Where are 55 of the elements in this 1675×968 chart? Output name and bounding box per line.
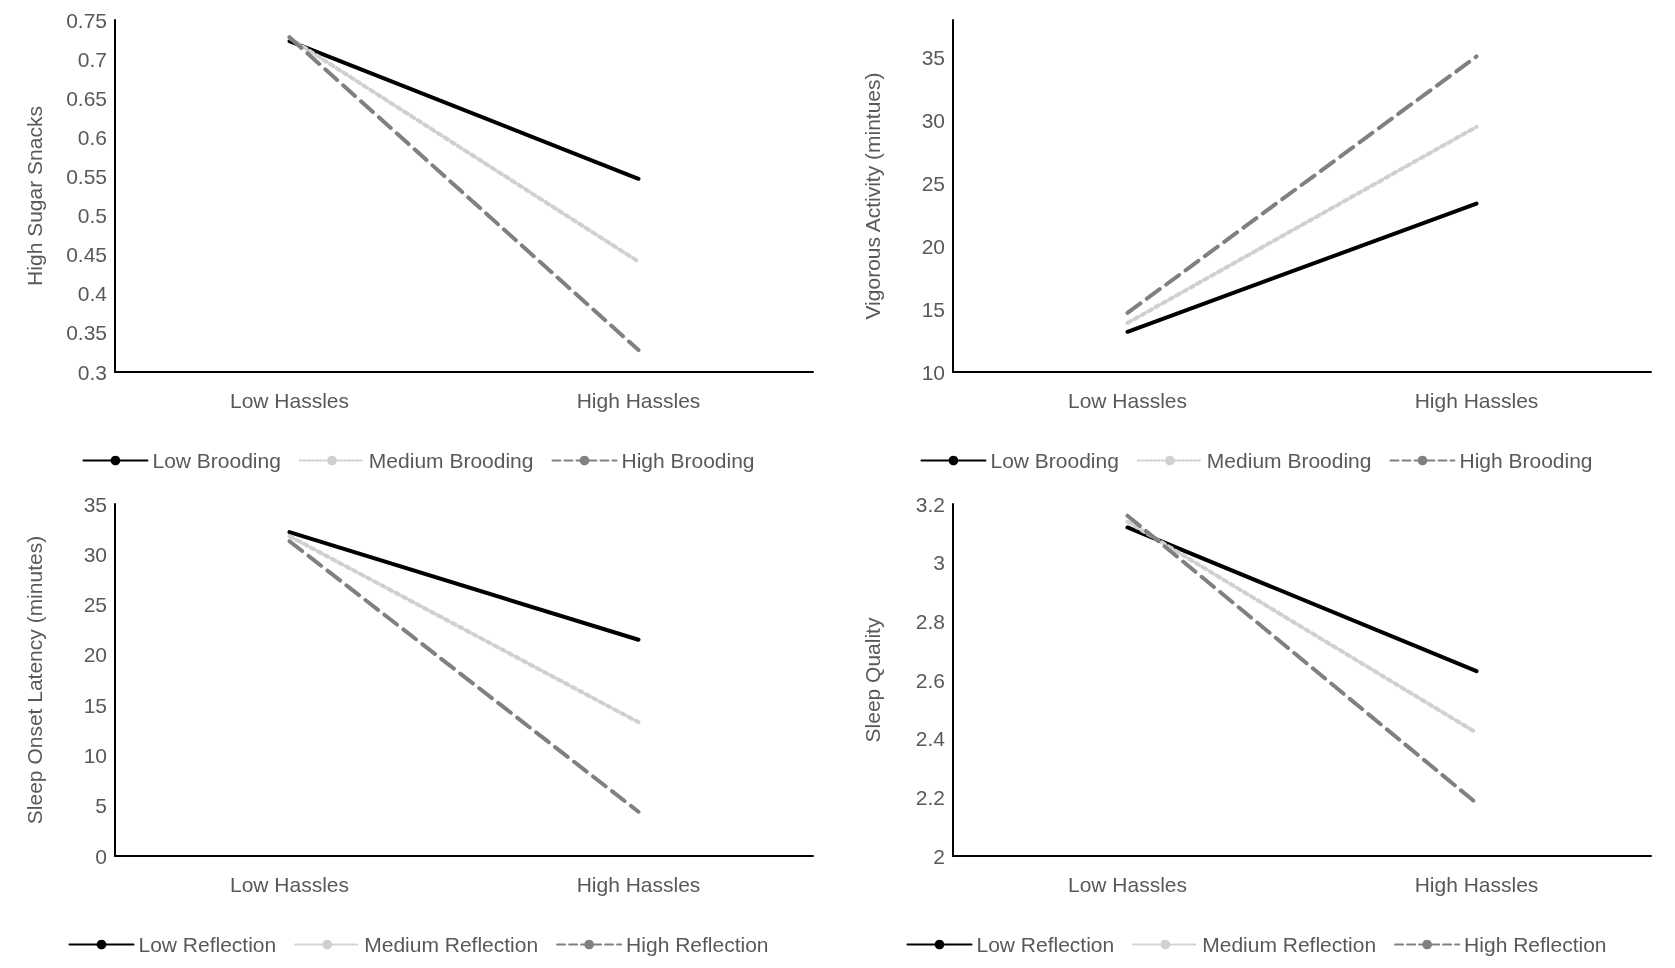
legend-label: High Brooding (621, 449, 755, 472)
legend-label: Medium Reflection (1202, 933, 1377, 956)
y-tick-label: 10 (83, 743, 107, 767)
y-tick-label: 0.6 (77, 125, 107, 149)
y-axis-title: Sleep Onset Latency (minutes) (23, 535, 46, 825)
y-tick-label: 2.8 (915, 609, 945, 633)
y-tick-label: 25 (83, 593, 107, 617)
x-tick-label: Low Hassles (1067, 873, 1188, 896)
y-tick-label: 3.2 (915, 492, 945, 516)
x-tick-label: High Hassles (1414, 389, 1539, 412)
x-tick-label: High Hassles (576, 389, 701, 412)
y-tick-label: 2.6 (915, 668, 945, 692)
y-tick-label: 2.4 (915, 727, 946, 751)
legend-label: Medium Brooding (1206, 449, 1372, 472)
x-tick-label: Low Hassles (1067, 389, 1188, 412)
y-tick-label: 2 (933, 844, 945, 868)
y-tick-label: 0.35 (66, 321, 107, 345)
legend-label: Low Brooding (990, 449, 1119, 472)
y-tick-label: 3 (933, 551, 945, 575)
y-tick-label: 0.4 (77, 282, 108, 306)
legend-label: High Brooding (1459, 449, 1593, 472)
y-tick-label: 15 (83, 693, 107, 717)
y-tick-label: 20 (921, 234, 945, 258)
y-tick-label: 0.55 (66, 164, 107, 188)
y-tick-label: 0.3 (77, 360, 107, 384)
y-tick-label: 0.75 (66, 8, 107, 32)
y-axis-title: High Sugar Snacks (23, 106, 46, 286)
y-tick-label: 5 (95, 794, 107, 818)
x-tick-label: High Hassles (576, 873, 701, 896)
y-tick-label: 25 (921, 171, 945, 195)
y-axis-title: Sleep Quality (861, 617, 884, 743)
legend-label: High Reflection (626, 933, 769, 956)
y-tick-label: 2.2 (915, 785, 945, 809)
legend-label: Low Reflection (976, 933, 1115, 956)
y-tick-label: 0.5 (77, 204, 107, 228)
y-axis-title: Vigorous Activity (mintues) (861, 72, 884, 320)
legend-label: Medium Brooding (368, 449, 534, 472)
x-tick-label: High Hassles (1414, 873, 1539, 896)
y-tick-label: 30 (921, 109, 945, 133)
y-tick-label: 0 (95, 844, 107, 868)
x-tick-label: Low Hassles (229, 389, 350, 412)
y-tick-label: 0.45 (66, 243, 107, 267)
legend-label: Low Reflection (138, 933, 277, 956)
legend-label: Medium Reflection (364, 933, 539, 956)
y-tick-label: 10 (921, 360, 945, 384)
x-tick-label: Low Hassles (229, 873, 350, 896)
y-tick-label: 35 (921, 46, 945, 70)
y-tick-label: 0.65 (66, 86, 107, 110)
y-tick-label: 30 (83, 542, 107, 566)
y-tick-label: 15 (921, 297, 945, 321)
legend-label: Low Brooding (152, 449, 281, 472)
y-tick-label: 20 (83, 643, 107, 667)
legend-label: High Reflection (1464, 933, 1607, 956)
y-tick-label: 0.7 (77, 47, 107, 71)
y-tick-label: 35 (83, 492, 107, 516)
